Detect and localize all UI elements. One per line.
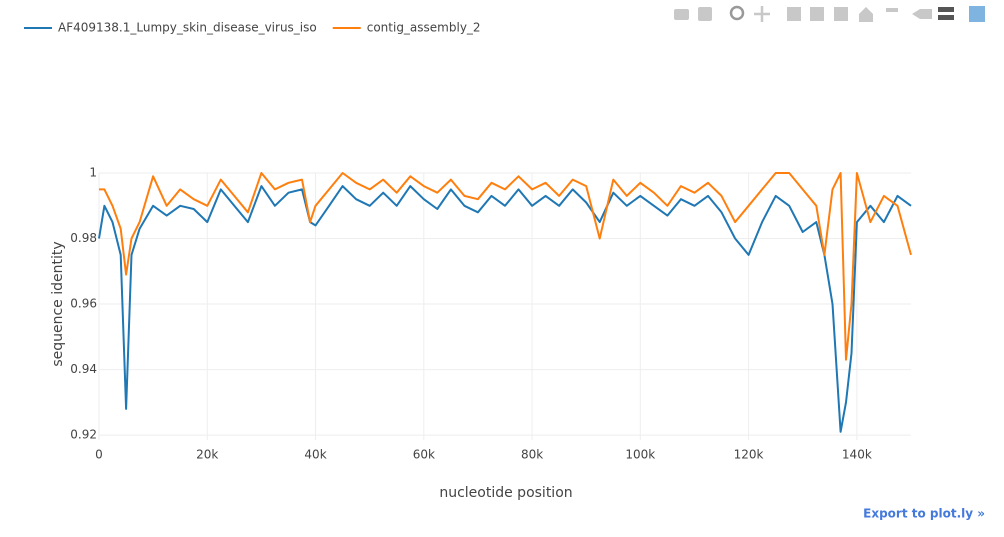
- x-tick-label: 120k: [734, 448, 764, 462]
- hover-compare-icon[interactable]: [938, 15, 954, 20]
- export-link[interactable]: Export to plot.ly »: [863, 507, 985, 521]
- x-tick-label: 40k: [304, 448, 326, 462]
- data-line: [99, 172, 912, 361]
- legend-label: AF409138.1_Lumpy_skin_disease_virus_iso: [58, 21, 317, 35]
- y-tick-label: 0.92: [70, 428, 97, 442]
- x-tick-label: 80k: [521, 448, 543, 462]
- data-line: [98, 185, 912, 433]
- y-tick-label: 1: [89, 166, 97, 180]
- legend-item: AF409138.1_Lumpy_skin_disease_virus_iso: [24, 21, 317, 35]
- y-tick-label: 0.96: [70, 297, 97, 311]
- x-tick-label: 140k: [842, 448, 872, 462]
- pan-icon[interactable]: [754, 6, 770, 22]
- x-tick-label: 20k: [196, 448, 218, 462]
- y-axis-title: sequence identity: [50, 241, 66, 366]
- zoom-icon[interactable]: [729, 5, 745, 21]
- camera-icon[interactable]: [674, 9, 689, 20]
- hover-compare-icon[interactable]: [938, 7, 954, 12]
- modebar: [674, 5, 985, 22]
- hover-closest-icon[interactable]: [912, 9, 932, 19]
- legend-item: contig_assembly_2: [332, 21, 481, 35]
- x-axis-title: nucleotide position: [439, 485, 572, 501]
- plotly-logo[interactable]: [969, 6, 985, 22]
- x-tick-label: 0: [95, 448, 103, 462]
- legend-label: contig_assembly_2: [367, 21, 481, 35]
- x-tick-label: 100k: [625, 448, 655, 462]
- y-tick-label: 0.98: [70, 231, 97, 245]
- reset-icon[interactable]: [859, 7, 873, 22]
- autoscale-icon[interactable]: [834, 7, 848, 21]
- save-icon[interactable]: [698, 7, 712, 21]
- zoom-out-icon[interactable]: [810, 7, 824, 21]
- spike-icon[interactable]: [886, 8, 898, 12]
- y-tick-label: 0.94: [70, 362, 97, 376]
- x-tick-label: 60k: [413, 448, 435, 462]
- zoom-in-icon[interactable]: [787, 7, 801, 21]
